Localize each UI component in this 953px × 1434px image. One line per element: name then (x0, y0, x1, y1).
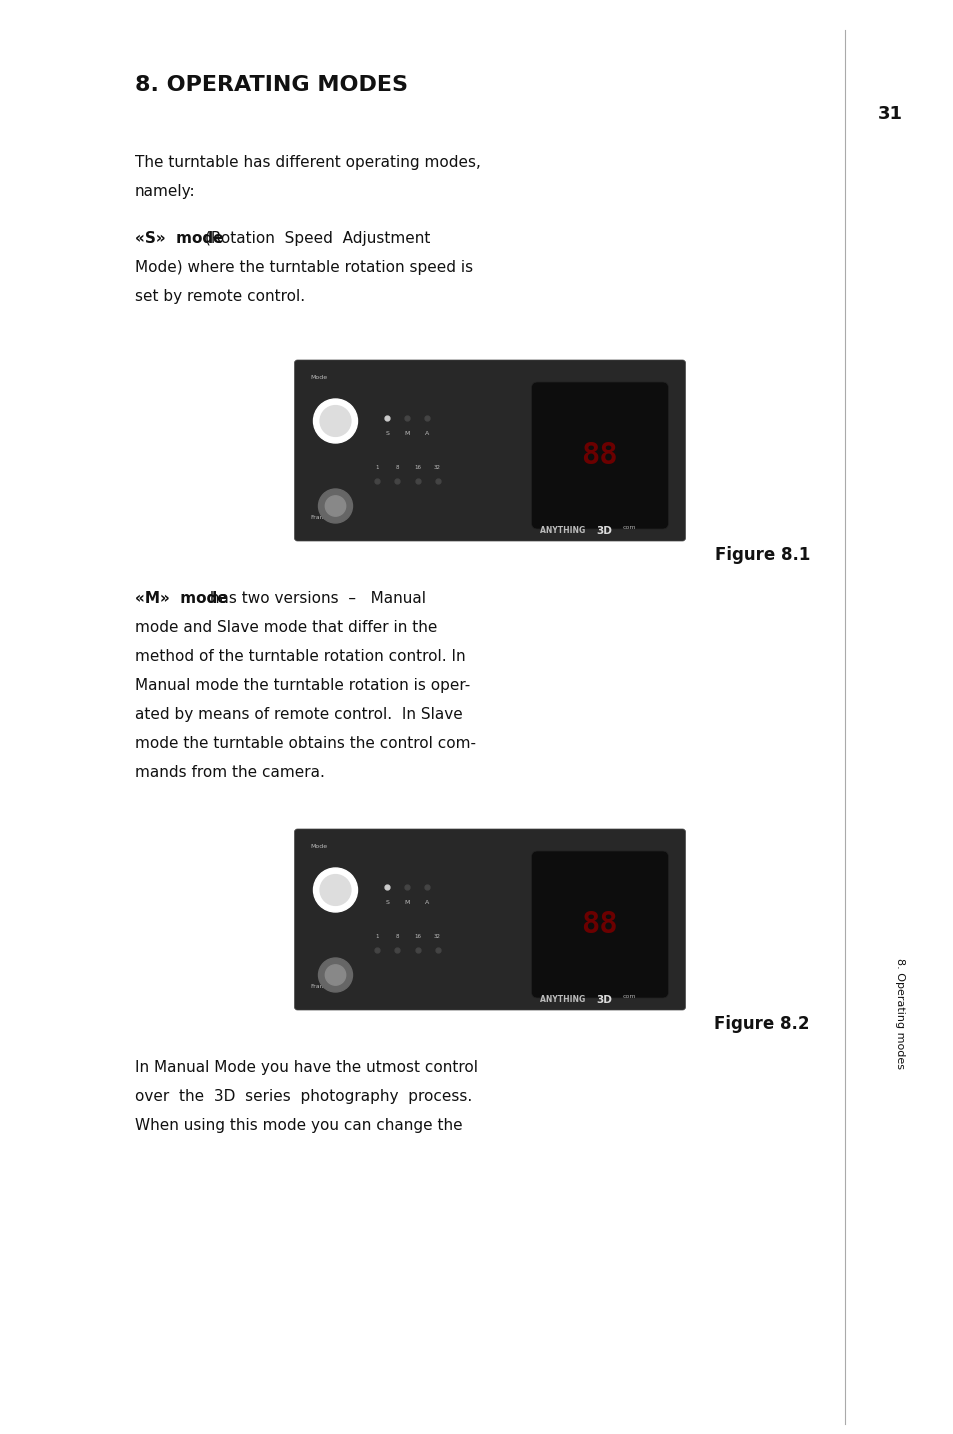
Text: 88: 88 (581, 442, 618, 470)
Text: (Rotation  Speed  Adjustment: (Rotation Speed Adjustment (205, 231, 430, 247)
Text: S: S (385, 901, 389, 905)
Text: A: A (425, 901, 429, 905)
Text: ANYTHING: ANYTHING (540, 526, 588, 535)
Text: ANYTHING: ANYTHING (540, 995, 588, 1004)
FancyBboxPatch shape (294, 829, 685, 1010)
Circle shape (314, 868, 357, 912)
Text: S: S (385, 432, 389, 436)
Text: com: com (622, 994, 636, 999)
Text: mode and Slave mode that differ in the: mode and Slave mode that differ in the (135, 619, 436, 635)
Text: Figure 8.2: Figure 8.2 (714, 1015, 809, 1032)
Text: ated by means of remote control.  In Slave: ated by means of remote control. In Slav… (135, 707, 462, 721)
Text: The turntable has different operating modes,: The turntable has different operating mo… (135, 155, 480, 171)
Text: 8. OPERATING MODES: 8. OPERATING MODES (135, 75, 408, 95)
Circle shape (314, 399, 357, 443)
Text: 16: 16 (414, 934, 420, 939)
Text: 16: 16 (414, 465, 420, 470)
Text: 32: 32 (434, 465, 440, 470)
Text: 3D: 3D (596, 526, 612, 536)
Text: Mode) where the turntable rotation speed is: Mode) where the turntable rotation speed… (135, 260, 473, 275)
Circle shape (318, 958, 352, 992)
Text: M: M (404, 432, 410, 436)
Text: 8: 8 (395, 934, 399, 939)
FancyBboxPatch shape (531, 381, 668, 529)
Text: Frame: Frame (310, 515, 330, 521)
Text: mode the turntable obtains the control com-: mode the turntable obtains the control c… (135, 736, 476, 751)
Text: mands from the camera.: mands from the camera. (135, 764, 325, 780)
Text: M: M (404, 901, 410, 905)
Circle shape (325, 965, 345, 985)
Circle shape (320, 875, 351, 905)
Text: Mode: Mode (310, 845, 327, 849)
Text: «M»  mode: «M» mode (135, 591, 228, 607)
Text: 1: 1 (375, 465, 379, 470)
Text: Figure 8.1: Figure 8.1 (714, 546, 809, 564)
Text: over  the  3D  series  photography  process.: over the 3D series photography process. (135, 1088, 472, 1104)
Text: method of the turntable rotation control. In: method of the turntable rotation control… (135, 650, 465, 664)
Text: 1: 1 (375, 934, 379, 939)
Text: 8: 8 (395, 465, 399, 470)
FancyBboxPatch shape (294, 360, 685, 541)
Text: 8. Operating modes: 8. Operating modes (894, 958, 904, 1070)
Text: com: com (622, 525, 636, 531)
Circle shape (325, 496, 345, 516)
Text: Mode: Mode (310, 376, 327, 380)
Text: has two versions  –   Manual: has two versions – Manual (205, 591, 426, 607)
Text: namely:: namely: (135, 184, 195, 199)
Text: 3D: 3D (596, 995, 612, 1005)
Text: set by remote control.: set by remote control. (135, 290, 305, 304)
Text: «S»  mode: «S» mode (135, 231, 223, 247)
Text: Frame: Frame (310, 984, 330, 989)
Text: A: A (425, 432, 429, 436)
Text: 88: 88 (581, 911, 618, 939)
Circle shape (320, 406, 351, 436)
Text: Manual mode the turntable rotation is oper-: Manual mode the turntable rotation is op… (135, 678, 470, 693)
Text: In Manual Mode you have the utmost control: In Manual Mode you have the utmost contr… (135, 1060, 477, 1076)
Text: When using this mode you can change the: When using this mode you can change the (135, 1119, 462, 1133)
Text: 32: 32 (434, 934, 440, 939)
Circle shape (318, 489, 352, 523)
Text: 31: 31 (877, 105, 902, 123)
FancyBboxPatch shape (531, 850, 668, 998)
